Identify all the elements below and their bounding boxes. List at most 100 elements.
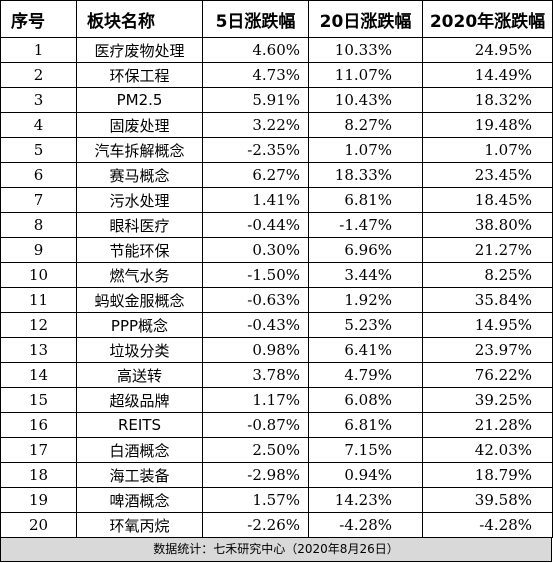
- table-row: 8 眼科医疗 -0.44% -1.47% 38.80%: [0, 212, 553, 238]
- change-2020: 21.27%: [422, 237, 553, 263]
- change-2020: 21.28%: [422, 412, 553, 438]
- change-2020: 23.97%: [422, 337, 553, 363]
- change-2020: 8.25%: [422, 262, 553, 288]
- table-row: 3 PM2.5 5.91% 10.43% 18.32%: [0, 87, 553, 113]
- table-row: 13 垃圾分类 0.98% 6.41% 23.97%: [0, 337, 553, 363]
- row-index: 5: [0, 137, 77, 163]
- table-row: 12 PPP概念 -0.43% 5.23% 14.95%: [0, 312, 553, 338]
- change-20day: 11.07%: [308, 62, 423, 88]
- change-2020: 39.58%: [422, 487, 553, 513]
- change-5day: 4.73%: [202, 62, 309, 88]
- change-5day: 3.78%: [202, 362, 309, 388]
- row-index: 8: [0, 212, 77, 238]
- change-20day: 1.07%: [308, 137, 423, 163]
- sector-name: 蚂蚁金服概念: [76, 287, 203, 313]
- change-2020: 24.95%: [422, 37, 553, 63]
- change-5day: 3.22%: [202, 112, 309, 138]
- table-row: 9 节能环保 0.30% 6.96% 21.27%: [0, 237, 553, 263]
- change-2020: 35.84%: [422, 287, 553, 313]
- change-2020: 14.49%: [422, 62, 553, 88]
- sector-name: 燃气水务: [76, 262, 203, 288]
- change-20day: 6.96%: [308, 237, 423, 263]
- change-5day: -1.50%: [202, 262, 309, 288]
- table-row: 17 白酒概念 2.50% 7.15% 42.03%: [0, 437, 553, 463]
- sector-name: 高送转: [76, 362, 203, 388]
- row-index: 18: [0, 462, 77, 488]
- change-20day: -4.28%: [308, 512, 423, 538]
- sector-name: PM2.5: [76, 87, 203, 113]
- change-2020: 19.48%: [422, 112, 553, 138]
- change-20day: -1.47%: [308, 212, 423, 238]
- change-20day: 8.27%: [308, 112, 423, 138]
- sector-name: 污水处理: [76, 187, 203, 213]
- change-20day: 6.81%: [308, 187, 423, 213]
- row-index: 1: [0, 37, 77, 63]
- sector-name: 垃圾分类: [76, 337, 203, 363]
- change-5day: 2.50%: [202, 437, 309, 463]
- row-index: 7: [0, 187, 77, 213]
- change-2020: 76.22%: [422, 362, 553, 388]
- table-row: 20 环氧丙烷 -2.26% -4.28% -4.28%: [0, 512, 553, 538]
- data-source-footer: 数据统计：七禾研究中心（2020年8月26日）: [0, 538, 552, 562]
- change-2020: 38.80%: [422, 212, 553, 238]
- row-index: 11: [0, 287, 77, 313]
- sector-name: 啤酒概念: [76, 487, 203, 513]
- row-index: 3: [0, 87, 77, 113]
- change-20day: 1.92%: [308, 287, 423, 313]
- table-row: 10 燃气水务 -1.50% 3.44% 8.25%: [0, 262, 553, 288]
- change-5day: -0.43%: [202, 312, 309, 338]
- sector-name: 环保工程: [76, 62, 203, 88]
- row-index: 12: [0, 312, 77, 338]
- row-index: 19: [0, 487, 77, 513]
- table-row: 1 医疗废物处理 4.60% 10.33% 24.95%: [0, 37, 553, 63]
- change-5day: -2.98%: [202, 462, 309, 488]
- header-2020-change: 2020年涨跌幅: [422, 0, 553, 38]
- table-header: 序号 板块名称 5日涨跌幅 20日涨跌幅 2020年涨跌幅: [0, 0, 553, 38]
- sector-name: 白酒概念: [76, 437, 203, 463]
- row-index: 20: [0, 512, 77, 538]
- sector-name: 固废处理: [76, 112, 203, 138]
- sector-name: 医疗废物处理: [76, 37, 203, 63]
- change-20day: 6.41%: [308, 337, 423, 363]
- change-2020: 18.45%: [422, 187, 553, 213]
- row-index: 9: [0, 237, 77, 263]
- change-5day: 5.91%: [202, 87, 309, 113]
- change-5day: 4.60%: [202, 37, 309, 63]
- table-row: 6 赛马概念 6.27% 18.33% 23.45%: [0, 162, 553, 188]
- header-index: 序号: [0, 0, 77, 38]
- table-row: 16 REITS -0.87% 6.81% 21.28%: [0, 412, 553, 438]
- change-20day: 0.94%: [308, 462, 423, 488]
- header-sector-name: 板块名称: [76, 0, 203, 38]
- table-row: 14 高送转 3.78% 4.79% 76.22%: [0, 362, 553, 388]
- change-5day: 6.27%: [202, 162, 309, 188]
- header-row: 序号 板块名称 5日涨跌幅 20日涨跌幅 2020年涨跌幅: [0, 0, 553, 38]
- row-index: 10: [0, 262, 77, 288]
- change-5day: -0.44%: [202, 212, 309, 238]
- sector-name: 眼科医疗: [76, 212, 203, 238]
- row-index: 4: [0, 112, 77, 138]
- table-row: 18 海工装备 -2.98% 0.94% 18.79%: [0, 462, 553, 488]
- header-20day-change: 20日涨跌幅: [308, 0, 423, 38]
- change-5day: -0.87%: [202, 412, 309, 438]
- row-index: 15: [0, 387, 77, 413]
- row-index: 6: [0, 162, 77, 188]
- sector-name: 赛马概念: [76, 162, 203, 188]
- change-20day: 18.33%: [308, 162, 423, 188]
- table-row: 5 汽车拆解概念 -2.35% 1.07% 1.07%: [0, 137, 553, 163]
- change-5day: 1.17%: [202, 387, 309, 413]
- change-5day: 0.98%: [202, 337, 309, 363]
- change-5day: -2.26%: [202, 512, 309, 538]
- sector-name: 环氧丙烷: [76, 512, 203, 538]
- row-index: 13: [0, 337, 77, 363]
- row-index: 17: [0, 437, 77, 463]
- change-5day: 0.30%: [202, 237, 309, 263]
- table-row: 11 蚂蚁金服概念 -0.63% 1.92% 35.84%: [0, 287, 553, 313]
- change-2020: 42.03%: [422, 437, 553, 463]
- change-2020: 18.32%: [422, 87, 553, 113]
- change-20day: 14.23%: [308, 487, 423, 513]
- change-20day: 4.79%: [308, 362, 423, 388]
- change-5day: 1.57%: [202, 487, 309, 513]
- change-20day: 3.44%: [308, 262, 423, 288]
- change-5day: 1.41%: [202, 187, 309, 213]
